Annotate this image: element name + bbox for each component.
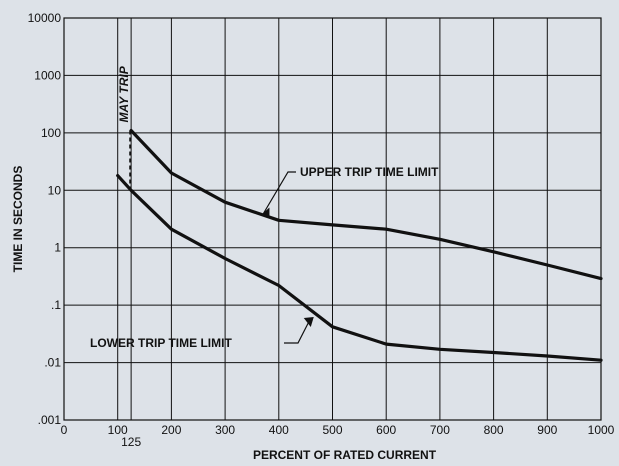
grid	[64, 17, 602, 421]
x-tick-label: 400	[269, 423, 289, 437]
x-tick-label: 0	[61, 423, 68, 437]
may-trip-label: MAY TRIP	[117, 65, 131, 122]
y-tick-label: .01	[44, 356, 61, 370]
x-tick-label: 200	[161, 423, 181, 437]
y-tick-label: 1000	[34, 68, 61, 82]
upper-limit-label: UPPER TRIP TIME LIMIT	[300, 165, 439, 179]
lower-limit-label: LOWER TRIP TIME LIMIT	[90, 336, 232, 350]
tick-labels: .001 .01 .1 1 10 100 1000 10000 0 100 200 300 400 500…	[28, 11, 615, 449]
lower-trip-limit-curve	[116, 174, 603, 362]
y-tick-label: 100	[41, 126, 61, 140]
x-tick-label: 700	[430, 423, 450, 437]
x-tick-label-125: 125	[121, 435, 141, 449]
lower-limit-leader-arrow	[284, 319, 311, 344]
upper-limit-arrowhead	[260, 207, 270, 218]
x-tick-label: 1000	[588, 423, 615, 437]
x-tick-label: 500	[322, 423, 342, 437]
x-tick-label: 600	[376, 423, 396, 437]
x-tick-label: 300	[215, 423, 235, 437]
x-tick-label: 900	[537, 423, 557, 437]
y-tick-label: 10	[48, 183, 62, 197]
y-tick-label: 10000	[28, 11, 62, 25]
upper-limit-leader-arrow	[262, 171, 296, 214]
plot-frame	[63, 17, 602, 421]
y-tick-label: .001	[38, 413, 62, 427]
y-axis-title: TIME IN SECONDS	[11, 166, 25, 273]
y-tick-label: .1	[51, 298, 61, 312]
y-tick-label: 1	[54, 241, 61, 255]
x-tick-label: 100	[108, 423, 128, 437]
x-tick-label: 800	[484, 423, 504, 437]
curves	[116, 128, 603, 362]
x-axis-title: PERCENT OF RATED CURRENT	[253, 448, 437, 462]
lower-limit-arrowhead	[303, 317, 314, 328]
upper-trip-limit-curve	[129, 128, 603, 281]
